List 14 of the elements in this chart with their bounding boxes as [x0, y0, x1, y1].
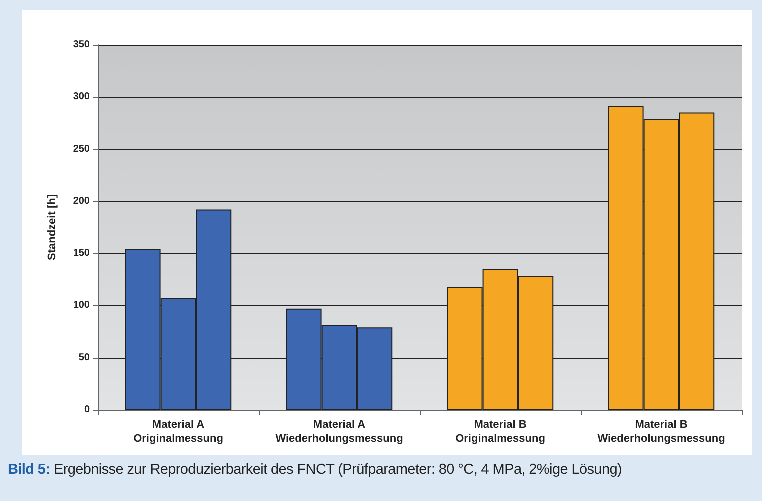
y-axis-title: Standzeit [h]	[46, 194, 58, 260]
y-tick-label: 150	[73, 248, 90, 260]
x-tick-label: Material A Wiederholungsmessung	[276, 419, 404, 445]
x-tick-label: Material A Originalmessung	[134, 419, 224, 445]
y-tick-label: 50	[78, 352, 90, 364]
y-tick-label: 250	[73, 144, 90, 155]
x-tick-label: Material B Wiederholungsmessung	[598, 419, 726, 445]
y-tick-label: 300	[73, 92, 90, 103]
text: Bild 5: Ergebnisse zur Reproduzierbarkeit des FNCT (Prüfparameter: 80 °C, 4 MPa, 2%ige Lösung)	[8, 462, 624, 478]
y-tick-label: 100	[73, 300, 90, 312]
y-tick-label: 350	[73, 40, 90, 50]
y-tick-label: 0	[84, 404, 90, 416]
y-tick-label: 200	[73, 196, 90, 207]
x-tick-label: Material B Originalmessung	[456, 419, 546, 445]
